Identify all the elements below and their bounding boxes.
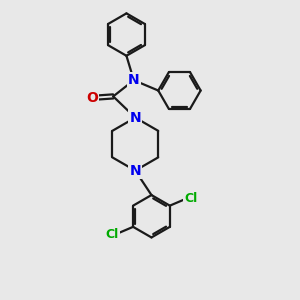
Text: O: O — [86, 91, 98, 105]
Text: Cl: Cl — [184, 192, 198, 205]
Text: N: N — [130, 164, 141, 178]
Text: N: N — [130, 111, 141, 124]
Text: N: N — [128, 73, 140, 87]
Text: Cl: Cl — [105, 228, 119, 241]
